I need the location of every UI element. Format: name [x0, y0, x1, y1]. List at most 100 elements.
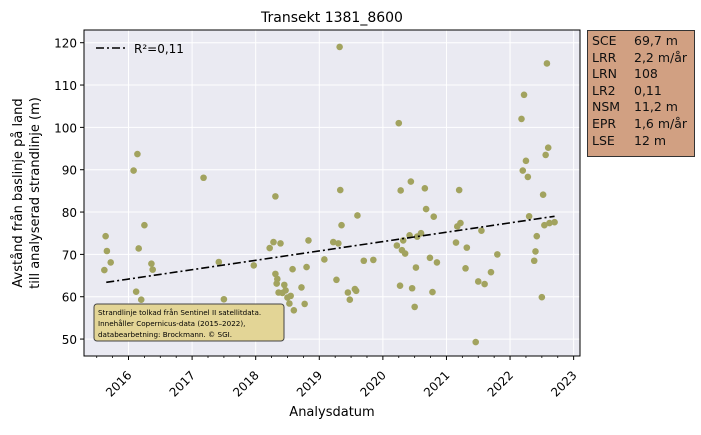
stat-key: LRR	[592, 49, 617, 65]
data-point	[539, 191, 547, 198]
data-point	[336, 186, 344, 194]
data-point	[290, 306, 298, 314]
data-point	[538, 293, 546, 301]
stat-key: SCE	[592, 33, 617, 48]
data-point	[542, 151, 549, 159]
x-tick-label: 2022	[485, 368, 516, 399]
data-point	[487, 268, 495, 276]
data-point	[148, 260, 155, 268]
y-tick-label: 50	[62, 333, 77, 347]
stats-box: SCE 69,7 m LRR 2,2 m/år LRN 108 LR2 0,11…	[587, 30, 695, 157]
x-tick-label: 2017	[167, 368, 198, 399]
stat-key: LSE	[592, 132, 615, 148]
data-point	[338, 221, 345, 229]
data-point	[346, 296, 354, 303]
data-point	[305, 237, 312, 244]
stat-row-lrn: LRN 108	[592, 66, 690, 83]
data-point	[149, 266, 156, 273]
data-point	[282, 287, 289, 294]
data-point	[335, 240, 342, 247]
data-point	[430, 213, 438, 221]
data-point	[301, 300, 308, 308]
data-point	[429, 288, 436, 296]
data-point	[399, 237, 407, 244]
y-tick-label: 60	[62, 291, 77, 305]
attribution-text: Innehåller Copernicus-data (2015–2022),	[98, 319, 245, 328]
data-point	[272, 270, 279, 278]
data-point	[533, 232, 541, 240]
data-point	[336, 43, 343, 51]
data-point	[463, 244, 471, 251]
data-point	[462, 265, 469, 272]
data-point	[518, 115, 525, 123]
data-point	[272, 193, 279, 200]
data-point	[277, 240, 284, 247]
data-point	[354, 212, 361, 219]
trend-line	[106, 215, 555, 284]
data-point	[393, 242, 401, 249]
attribution-text: databearbetning: Brockmann. © SGI.	[98, 330, 232, 339]
data-point	[107, 259, 115, 266]
data-point	[266, 244, 273, 252]
data-point	[298, 284, 305, 291]
y-tick-label: 120	[54, 37, 77, 51]
data-point	[401, 250, 409, 257]
data-point	[543, 60, 551, 67]
data-point	[134, 150, 141, 158]
y-axis-label-line1: Avstånd från baslinje på land	[11, 98, 26, 287]
y-tick-label: 100	[54, 121, 77, 135]
stat-key: EPR	[592, 115, 617, 131]
x-tick-label: 2018	[230, 368, 261, 399]
stat-value: 0,11	[634, 82, 662, 98]
attribution-box	[93, 303, 285, 342]
data-point	[426, 254, 434, 262]
data-point	[137, 296, 145, 303]
data-point	[474, 278, 482, 285]
stat-value: 11,2 m	[634, 99, 678, 115]
legend-label: R²=0,11	[134, 42, 184, 56]
plot-frame	[83, 29, 581, 357]
data-point	[433, 259, 441, 266]
data-point	[321, 256, 328, 263]
data-point	[333, 276, 340, 284]
stat-value: 12 m	[634, 132, 667, 148]
data-point	[270, 238, 277, 246]
data-point	[457, 219, 464, 227]
data-point	[478, 227, 485, 234]
data-point	[530, 257, 538, 265]
data-point	[303, 263, 310, 271]
stat-value: 2,2 m/år	[634, 49, 688, 65]
stat-value: 1,6 m/år	[634, 115, 688, 131]
data-point	[329, 238, 337, 246]
data-point	[472, 338, 480, 346]
stat-value: 69,7 m	[634, 33, 678, 48]
plot-area	[84, 30, 580, 356]
data-point	[344, 289, 352, 296]
data-point	[352, 287, 360, 295]
data-point	[452, 239, 460, 246]
data-point	[274, 275, 281, 283]
data-point	[417, 229, 425, 237]
x-tick-label: 2019	[294, 368, 325, 399]
stat-key: LR2	[592, 82, 616, 98]
data-point	[422, 205, 430, 213]
stat-row-lrr: LRR 2,2 m/år	[592, 50, 690, 67]
data-point	[455, 186, 463, 194]
data-point	[407, 178, 415, 185]
attribution-text: Strandlinje tolkad från Sentinel II sate…	[98, 308, 261, 317]
x-axis-label: Analysdatum	[289, 405, 374, 420]
data-point	[370, 256, 377, 264]
y-tick-label: 80	[62, 206, 77, 220]
data-point	[200, 174, 207, 182]
data-point	[132, 288, 140, 295]
data-point	[135, 245, 142, 252]
stat-value: 108	[634, 66, 658, 82]
stat-key: LRN	[592, 66, 617, 82]
data-point	[395, 119, 403, 127]
data-point	[532, 248, 539, 255]
data-point	[524, 173, 532, 181]
data-point	[546, 219, 553, 227]
x-tick-label: 2016	[103, 368, 134, 399]
